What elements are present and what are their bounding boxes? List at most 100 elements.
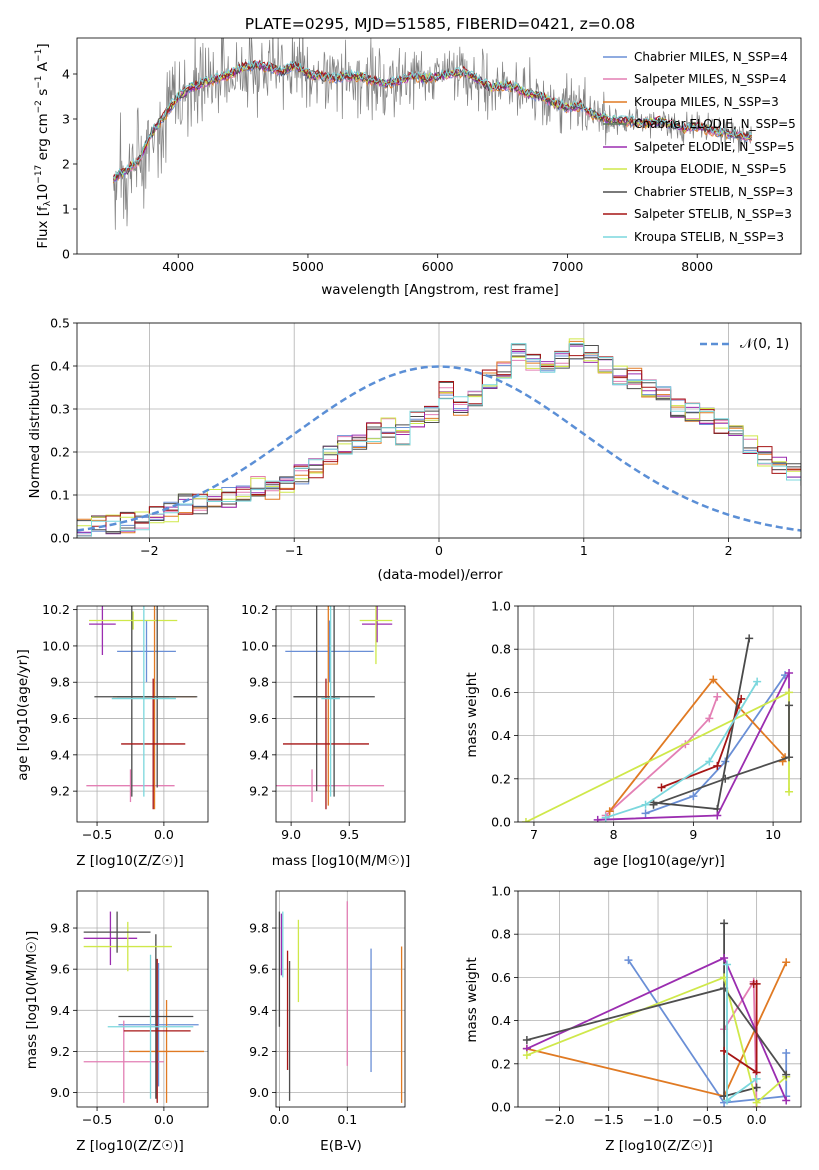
mass-weight-marker (521, 818, 530, 822)
y-tick-label: 9.6 (249, 711, 269, 726)
spectrum-model-line (112, 60, 753, 182)
line-series-group (521, 634, 794, 822)
mass-weight-marker (641, 800, 650, 809)
mass-weight-marker (782, 1070, 791, 1079)
mass-weight-marker (785, 688, 794, 697)
y-tick-label: 0.2 (491, 771, 511, 786)
y-tick-label: 9.4 (249, 1003, 269, 1018)
mass-weight-marker (720, 953, 729, 962)
mass-weight-marker (605, 807, 614, 816)
mass-vs-z-xlabel: Z [log10(Z/Z☉)] (76, 1138, 184, 1154)
mass-weight-marker (749, 979, 758, 988)
mass-weight-line (653, 705, 790, 806)
x-tick-label: −2 (140, 543, 158, 558)
legend-label-9: Kroupa STELIB, N_SSP=3 (634, 230, 784, 244)
x-tick-label: 0 (435, 543, 443, 558)
panel-mass-vs-ebv: 0.0 0.1 9.0 9.2 9.4 9.6 9.8 E(B-V) (249, 890, 406, 1154)
panel-mass-vs-z: −0.5 0.0 9.0 9.2 9.4 9.6 9.8 Z [log10(Z/Z☉)] m… (24, 890, 209, 1154)
y-tick-label: 1 (62, 202, 70, 217)
y-tick-label: 0.0 (491, 1100, 511, 1115)
x-tick-label: 0.0 (269, 1112, 289, 1127)
histogram-series-line (77, 343, 801, 537)
plot-frame (517, 890, 802, 1108)
y-tick-label: 1.0 (491, 599, 511, 614)
residuals-ylabel: Normed distribution (27, 364, 43, 499)
y-tick-label: 9.6 (249, 962, 269, 977)
legend-label-3: Kroupa MILES, N_SSP=3 (634, 95, 779, 109)
x-tick-label: 7 (530, 827, 538, 842)
age-vs-z-xlabel: Z [log10(Z/Z☉)] (76, 853, 184, 869)
x-tick-label: −0.5 (692, 1112, 722, 1127)
mass-weight-marker (745, 634, 754, 643)
mass-weight-line (653, 638, 751, 810)
x-tick-label: 0.1 (337, 1112, 357, 1127)
mass-weight-marker (752, 1098, 761, 1107)
mass-weight-marker (713, 692, 722, 701)
y-tick-label: 9.0 (50, 1085, 70, 1100)
y-tick-label: 9.4 (249, 747, 269, 762)
mass-weight-vs-age-xlabel: age [log10(age/yr)] (593, 853, 725, 869)
y-tick-label: 0.1 (50, 488, 70, 503)
mass-weight-marker (522, 1051, 531, 1060)
x-tick-label: −2.0 (544, 1112, 574, 1127)
mass-weight-marker (705, 757, 714, 766)
mass-vs-z-ylabel: mass [log10(M/M☉)] (24, 931, 40, 1070)
plot-frame (76, 605, 209, 823)
legend-label-2: Salpeter MILES, N_SSP=4 (634, 72, 787, 86)
y-tick-label: 9.8 (50, 921, 70, 936)
residuals-xlabel: (data-model)/error (377, 567, 503, 583)
y-tick-label: 9.2 (50, 1044, 70, 1059)
panel-age-vs-mass: 9.0 9.5 9.2 9.4 9.6 9.8 10.0 10.2 mass [log10(M… (241, 602, 410, 869)
panel-mass-weight-vs-age: 7 8 9 10 0.0 0.2 0.4 0.6 0.8 1.0 age [log10(age/y… (464, 599, 802, 869)
line-series-group (522, 919, 791, 1107)
mass-weight-marker (752, 1083, 761, 1092)
x-tick-label: −1.5 (594, 1112, 624, 1127)
x-tick-label: 8000 (681, 259, 713, 274)
plot-frame (76, 37, 802, 255)
mass-weight-marker (657, 783, 666, 792)
legend-label-5: Salpeter ELODIE, N_SSP=5 (634, 140, 795, 154)
y-tick-label: 0 (62, 247, 70, 262)
x-tick-label: 9.0 (281, 827, 301, 842)
x-tick-label: 4000 (162, 259, 194, 274)
y-tick-label: 3 (62, 112, 70, 127)
mass-weight-marker (721, 774, 730, 783)
y-tick-label: 0.4 (491, 728, 511, 743)
x-tick-label: 6000 (422, 259, 454, 274)
legend-label-1: Chabrier MILES, N_SSP=4 (634, 50, 788, 64)
mass-weight-marker (593, 815, 602, 822)
mass-weight-marker (713, 761, 722, 770)
x-tick-label: 9 (689, 827, 697, 842)
mass-weight-marker (753, 677, 762, 686)
panel-residuals: −2 −1 0 1 2 0.0 0.1 0.2 0.3 0.4 0.5 (data-model)/e… (27, 316, 802, 583)
mass-weight-marker (782, 1096, 791, 1105)
x-tick-label: 10 (765, 827, 781, 842)
plot-frame (76, 890, 209, 1108)
x-tick-label: −1.0 (643, 1112, 673, 1127)
x-tick-label: 0.0 (154, 1112, 174, 1127)
figure-title: PLATE=0295, MJD=51585, FIBERID=0421, z=0… (245, 15, 635, 33)
mass-weight-marker (705, 714, 714, 723)
y-tick-label: 9.6 (50, 962, 70, 977)
errorbar-group (86, 606, 198, 810)
x-tick-label: −0.5 (82, 827, 112, 842)
mass-weight-marker (641, 809, 650, 818)
mass-weight-marker (785, 668, 794, 677)
x-tick-label: 8 (610, 827, 618, 842)
x-tick-label: −1 (285, 543, 303, 558)
y-tick-label: 0.0 (50, 531, 70, 546)
mass-weight-marker (713, 811, 722, 820)
mass-weight-marker (723, 960, 732, 969)
y-tick-label: 0.5 (50, 316, 70, 331)
y-tick-label: 9.2 (249, 1044, 269, 1059)
plot-frame (76, 322, 802, 539)
mass-weight-line (526, 976, 787, 1105)
legend-label-6: Kroupa ELODIE, N_SSP=5 (634, 162, 787, 176)
y-tick-label: 10.2 (241, 602, 269, 617)
y-tick-label: 9.2 (249, 784, 269, 799)
mass-weight-marker (689, 792, 698, 801)
x-tick-label: −0.5 (82, 1112, 112, 1127)
y-tick-label: 0.2 (491, 1056, 511, 1071)
errorbar-group (276, 606, 393, 810)
y-tick-label: 0.0 (491, 815, 511, 830)
